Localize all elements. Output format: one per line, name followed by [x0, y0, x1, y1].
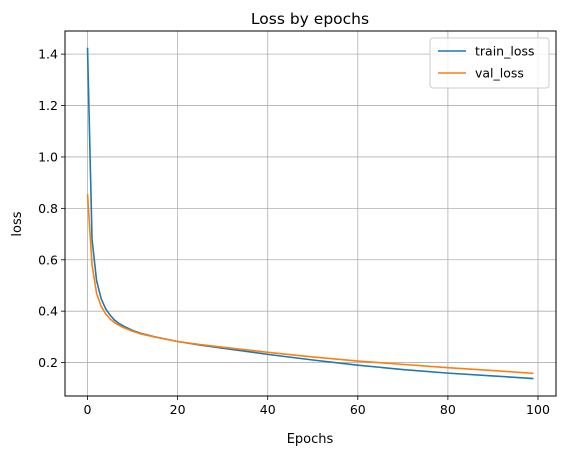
legend: train_loss val_loss — [429, 37, 550, 89]
series-lines — [86, 47, 534, 380]
y-tick-label: 0.8 — [38, 201, 58, 216]
y-tick-label: 1.4 — [38, 47, 58, 62]
y-tick-label: 0.6 — [38, 252, 58, 267]
y-tick-label: 1.0 — [38, 149, 58, 164]
y-axis-ticks: 0.2 0.4 0.6 0.8 1.0 1.2 1.4 — [38, 47, 65, 370]
chart-title: Loss by epochs — [251, 10, 369, 28]
x-tick-label: 0 — [84, 402, 92, 417]
series-line-train-loss — [86, 47, 534, 380]
x-tick-label: 60 — [350, 402, 366, 417]
plot-frame — [64, 30, 557, 397]
x-axis-ticks: 0 20 40 60 80 100 — [84, 396, 550, 417]
x-tick-label: 100 — [526, 402, 550, 417]
y-tick-label: 0.2 — [38, 355, 58, 370]
y-tick-label: 0.4 — [38, 304, 58, 319]
legend-label-train-loss: train_loss — [475, 44, 535, 59]
x-axis-label: Epochs — [287, 432, 334, 447]
x-tick-label: 80 — [440, 402, 456, 417]
y-axis-label: loss — [10, 211, 25, 236]
x-tick-label: 40 — [260, 402, 276, 417]
legend-label-val-loss: val_loss — [475, 66, 524, 81]
y-tick-label: 1.2 — [38, 98, 58, 113]
x-tick-label: 20 — [170, 402, 186, 417]
series-line-val-loss — [86, 194, 534, 375]
